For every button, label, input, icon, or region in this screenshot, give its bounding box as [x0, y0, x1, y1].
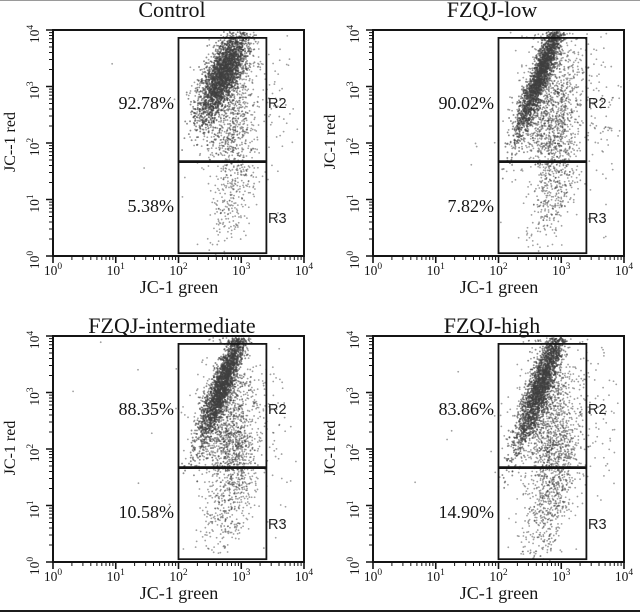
- svg-text:102: 102: [489, 568, 508, 584]
- svg-text:102: 102: [346, 138, 362, 157]
- y-axis-label: JC-1 red: [322, 420, 339, 476]
- svg-text:102: 102: [169, 568, 188, 584]
- svg-text:103: 103: [232, 568, 251, 584]
- panel-control: 100 100 101 101 102 102 103 103 104 104 Control J…: [0, 0, 320, 306]
- x-axis-label: JC-1 green: [459, 583, 539, 603]
- gate-r3-percentage: 7.82%: [447, 196, 495, 216]
- panel-title: FZQJ-high: [443, 313, 541, 338]
- gate-r3-percentage: 14.90%: [438, 502, 495, 522]
- svg-text:103: 103: [26, 387, 42, 406]
- svg-text:104: 104: [346, 25, 362, 44]
- svg-text:101: 101: [107, 262, 126, 278]
- x-axis-label: JC-1 green: [459, 277, 539, 297]
- svg-text:102: 102: [26, 444, 42, 463]
- gate-r3-percentage: 5.38%: [127, 196, 175, 216]
- svg-text:101: 101: [26, 194, 42, 213]
- y-axis-label: JC-1 red: [2, 420, 19, 476]
- svg-text:101: 101: [26, 500, 42, 519]
- y-axis-label: JC--1 red: [2, 112, 19, 172]
- svg-text:102: 102: [346, 444, 362, 463]
- svg-text:104: 104: [295, 568, 314, 584]
- svg-text:104: 104: [615, 262, 634, 278]
- svg-text:103: 103: [552, 262, 571, 278]
- svg-text:100: 100: [364, 262, 383, 278]
- gate-r2-percentage: 90.02%: [438, 93, 495, 113]
- svg-text:100: 100: [44, 568, 63, 584]
- panel-fzqj-intermediate: 100 100 101 101 102 102 103 103 104 104 FZQJ-inte…: [0, 306, 320, 612]
- x-axis-label: JC-1 green: [139, 277, 219, 297]
- gate-r2-percentage: 83.86%: [438, 399, 495, 419]
- svg-text:102: 102: [26, 138, 42, 157]
- svg-text:103: 103: [232, 262, 251, 278]
- svg-text:101: 101: [427, 568, 446, 584]
- gate-r3-percentage: 10.58%: [118, 502, 175, 522]
- gate-r3-label: R3: [268, 517, 287, 533]
- svg-text:102: 102: [489, 262, 508, 278]
- svg-text:100: 100: [44, 262, 63, 278]
- svg-text:101: 101: [107, 568, 126, 584]
- figure-bottom-rule: [0, 610, 640, 612]
- svg-text:104: 104: [295, 262, 314, 278]
- gate-r2-percentage: 88.35%: [118, 399, 175, 419]
- gate-r3-label: R3: [268, 211, 287, 227]
- gate-r2-label: R2: [588, 96, 607, 112]
- x-axis-label: JC-1 green: [139, 583, 219, 603]
- svg-text:104: 104: [615, 568, 634, 584]
- svg-text:102: 102: [169, 262, 188, 278]
- panel-fzqj-low: 100 100 101 101 102 102 103 103 104 104 FZQJ-low …: [320, 0, 640, 306]
- y-axis-label: JC-1 red: [322, 114, 339, 170]
- svg-text:103: 103: [26, 81, 42, 100]
- gate-r3-label: R3: [588, 517, 607, 533]
- svg-text:101: 101: [427, 262, 446, 278]
- gate-r2-label: R2: [268, 402, 287, 418]
- svg-text:104: 104: [26, 25, 42, 44]
- svg-text:100: 100: [346, 557, 362, 576]
- panel-fzqj-high: 100 100 101 101 102 102 103 103 104 104 FZQJ-high…: [320, 306, 640, 612]
- panel-title: FZQJ-low: [446, 0, 538, 22]
- svg-text:103: 103: [552, 568, 571, 584]
- svg-text:100: 100: [26, 251, 42, 270]
- gate-r3-label: R3: [588, 211, 607, 227]
- svg-text:100: 100: [364, 568, 383, 584]
- svg-text:100: 100: [346, 251, 362, 270]
- svg-text:103: 103: [346, 81, 362, 100]
- svg-text:101: 101: [346, 194, 362, 213]
- panel-title: FZQJ-intermediate: [88, 313, 256, 338]
- svg-text:101: 101: [346, 500, 362, 519]
- gate-r2-label: R2: [268, 96, 287, 112]
- gate-r2-percentage: 92.78%: [118, 93, 175, 113]
- svg-text:103: 103: [346, 387, 362, 406]
- svg-text:100: 100: [26, 557, 42, 576]
- panel-title: Control: [138, 0, 206, 22]
- gate-r2-label: R2: [588, 402, 607, 418]
